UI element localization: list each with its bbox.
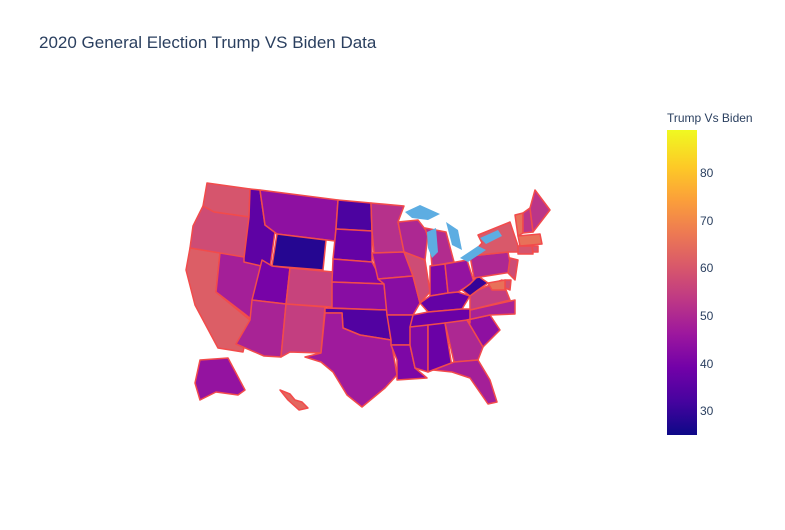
colorbar — [667, 130, 697, 435]
state-nd[interactable] — [335, 199, 373, 232]
lake-shape — [480, 230, 502, 244]
state-vt[interactable] — [514, 212, 524, 237]
state-ct[interactable] — [517, 245, 534, 255]
state-co[interactable] — [285, 267, 335, 308]
state-nc[interactable] — [466, 299, 516, 324]
state-ak[interactable] — [194, 357, 246, 401]
state-fl[interactable] — [432, 359, 498, 405]
state-il[interactable] — [403, 251, 431, 304]
state-ga[interactable] — [444, 319, 484, 363]
lake-shape — [460, 246, 486, 262]
great-lakes-layer — [405, 205, 502, 262]
colorbar-tick-label: 80 — [700, 165, 714, 180]
state-de[interactable] — [504, 279, 512, 291]
colorbar-tick-label: 50 — [700, 308, 714, 323]
state-ms[interactable] — [409, 324, 429, 373]
state-wy[interactable] — [271, 233, 327, 271]
lake-shape — [405, 205, 440, 220]
colorbar-tick-label: 70 — [700, 213, 714, 228]
state-sd[interactable] — [332, 228, 373, 263]
state-nj[interactable] — [507, 257, 519, 281]
state-hi[interactable] — [279, 389, 309, 411]
colorbar-title: Trump Vs Biden — [667, 111, 753, 125]
colorbar-tick-label: 60 — [700, 261, 714, 276]
lake-shape — [446, 222, 462, 250]
state-md[interactable] — [487, 279, 506, 291]
colorbar-tick-label: 40 — [700, 356, 714, 371]
colorbar-tick-label: 30 — [700, 404, 714, 419]
chart-title: 2020 General Election Trump VS Biden Dat… — [39, 33, 377, 52]
state-nm[interactable] — [280, 303, 326, 358]
state-ks[interactable] — [331, 281, 388, 311]
lake-shape — [427, 228, 438, 258]
state-ma[interactable] — [517, 233, 543, 247]
state-wi[interactable] — [397, 219, 429, 261]
states-layer — [185, 182, 551, 411]
state-tx[interactable] — [304, 312, 398, 408]
state-ar[interactable] — [386, 314, 414, 346]
state-me[interactable] — [529, 189, 551, 233]
